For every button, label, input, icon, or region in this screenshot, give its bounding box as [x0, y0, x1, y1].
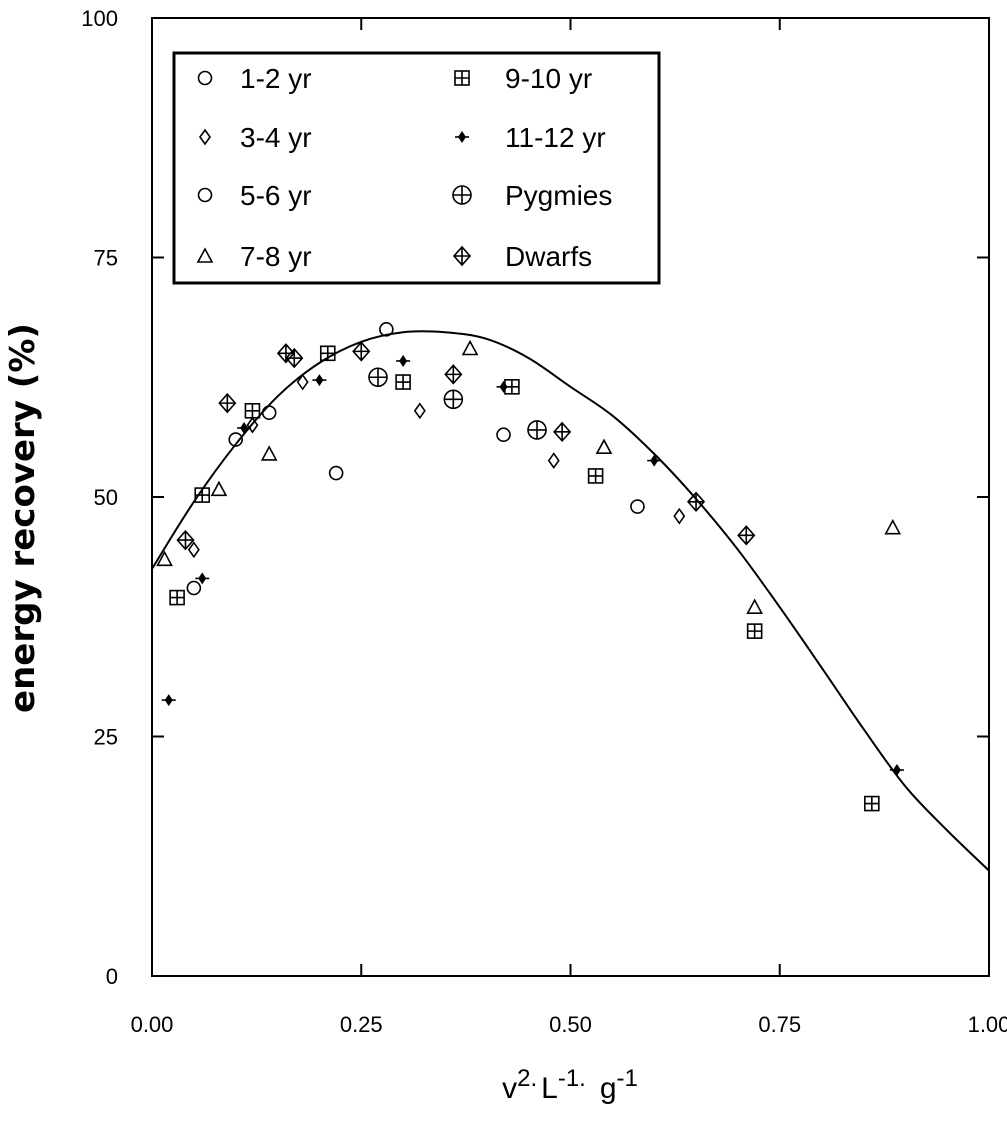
data-point — [496, 380, 511, 393]
x-tick-label: 1.00 — [968, 1012, 1007, 1037]
legend-label: 7-8 yr — [240, 241, 312, 272]
data-point — [261, 405, 277, 420]
legend-marker — [454, 70, 470, 86]
data-point — [686, 491, 706, 512]
data-point — [246, 416, 259, 434]
data-point — [195, 572, 210, 585]
data-points — [156, 322, 904, 812]
data-point — [368, 367, 388, 388]
legend-label: 3-4 yr — [240, 122, 312, 153]
legend-label: 1-2 yr — [240, 63, 312, 94]
legend-label: 9-10 yr — [505, 63, 592, 94]
data-point — [673, 507, 686, 525]
x-axis-label: v2. L-1. g-1 — [502, 1065, 638, 1105]
fit-curve — [151, 330, 990, 872]
legend-marker — [452, 185, 472, 205]
y-tick-label: 50 — [94, 485, 118, 510]
x-tick-label: 0.50 — [549, 1012, 592, 1037]
data-point — [228, 432, 243, 447]
data-point — [237, 422, 252, 435]
data-point — [443, 389, 464, 410]
legend: 1-2 yr 3-4 yr 5-6 yr 7-8 yr 9-10 yr 11-12 yr P… — [172, 51, 661, 285]
data-point — [595, 438, 613, 454]
y-tick-label: 75 — [94, 246, 118, 271]
legend-marker — [197, 70, 213, 86]
legend-marker — [452, 245, 472, 267]
legend-marker — [197, 187, 213, 203]
legend-marker — [199, 128, 211, 146]
y-axis: 0 25 50 75 100 — [81, 6, 989, 989]
legend-marker — [455, 131, 469, 143]
x-axis: 0.00 0.25 0.50 0.75 1.00 — [131, 18, 1007, 1037]
data-point — [176, 529, 195, 551]
data-point — [218, 392, 237, 414]
data-point — [547, 452, 560, 469]
data-point — [285, 347, 304, 369]
legend-label: Pygmies — [505, 180, 612, 211]
data-point — [312, 374, 327, 387]
data-point — [169, 589, 185, 606]
legend-label: 11-12 yr — [505, 122, 606, 153]
legend-marker — [196, 247, 214, 263]
data-point — [864, 795, 880, 812]
data-point — [396, 354, 411, 367]
data-point — [187, 541, 200, 559]
legend-label: 5-6 yr — [240, 180, 312, 211]
data-point — [379, 322, 394, 337]
data-point — [461, 339, 479, 356]
data-point — [587, 468, 604, 484]
data-point — [260, 445, 278, 461]
x-tick-label: 0.00 — [131, 1012, 174, 1037]
y-axis-label: energy recovery (%) — [3, 323, 43, 713]
y-tick-label: 100 — [81, 6, 118, 31]
data-point — [884, 518, 902, 535]
data-point — [746, 598, 763, 614]
data-point — [319, 345, 336, 362]
x-tick-label: 0.25 — [340, 1012, 383, 1037]
data-point — [194, 487, 211, 503]
data-point — [244, 402, 261, 419]
data-point — [496, 427, 511, 443]
x-tick-label: 0.75 — [758, 1012, 801, 1037]
y-tick-label: 25 — [94, 725, 118, 750]
data-point — [161, 694, 176, 707]
data-point — [186, 580, 202, 596]
data-point — [527, 420, 547, 440]
data-point — [413, 402, 426, 420]
legend-box — [172, 51, 661, 285]
data-point — [395, 374, 411, 390]
data-point — [210, 480, 228, 497]
data-point — [296, 373, 309, 391]
legend-label: Dwarfs — [505, 241, 592, 272]
data-point — [352, 341, 371, 362]
data-point — [889, 764, 904, 777]
data-point — [444, 364, 463, 385]
data-point — [328, 465, 344, 481]
data-point — [737, 525, 756, 546]
data-point — [156, 550, 173, 567]
data-point — [647, 454, 662, 467]
y-tick-label: 0 — [106, 964, 118, 989]
data-point — [746, 623, 763, 639]
data-point — [630, 499, 645, 514]
data-point — [553, 421, 572, 443]
